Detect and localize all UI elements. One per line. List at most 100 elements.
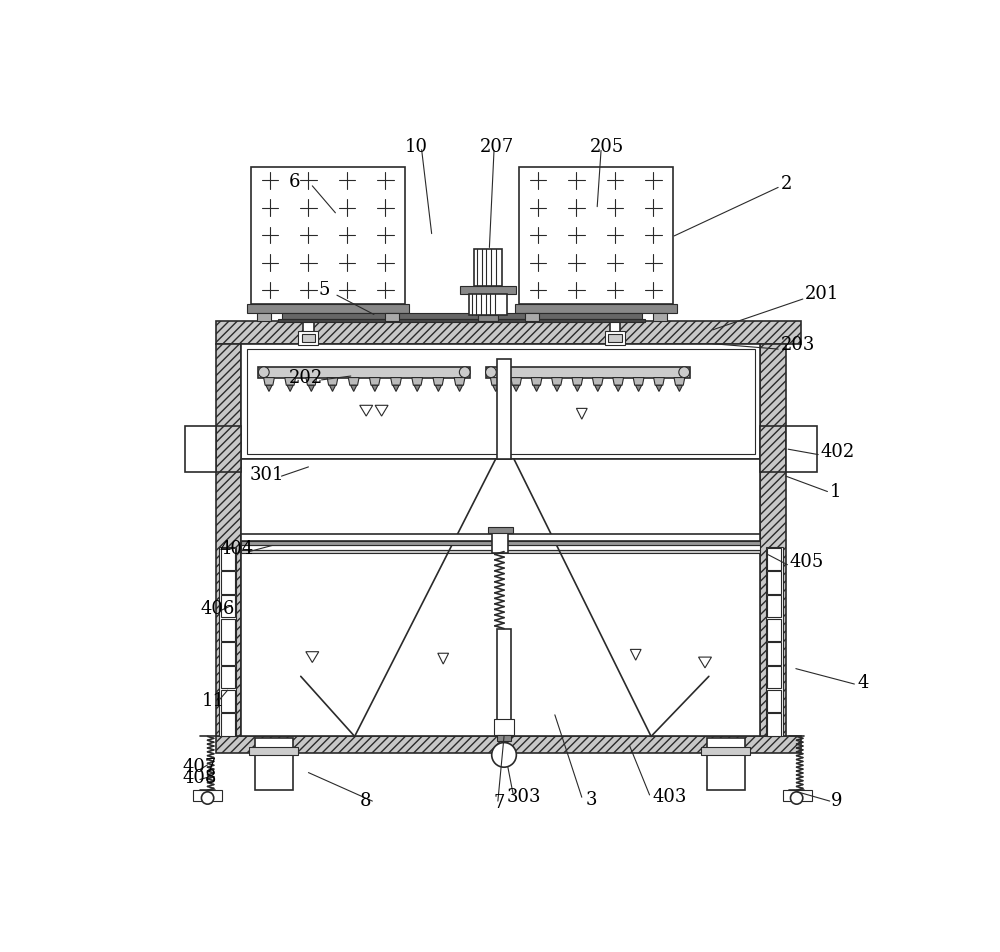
Text: 205: 205 [590,138,624,155]
Bar [478,315,498,322]
Bar [221,595,235,617]
Polygon shape [613,378,624,386]
Circle shape [258,367,269,378]
Bar [241,550,760,553]
Bar [766,547,783,737]
Bar [282,313,642,319]
Bar [278,319,645,322]
Text: 4: 4 [857,673,869,691]
Polygon shape [308,386,314,391]
Polygon shape [435,386,441,391]
Polygon shape [285,378,296,386]
Circle shape [486,367,496,378]
Bar [221,619,235,641]
Bar [767,547,781,570]
Circle shape [201,792,214,804]
Bar [605,331,625,346]
Polygon shape [369,378,380,386]
Bar [488,527,512,533]
Bar [251,167,405,304]
Polygon shape [287,386,293,391]
Bar [255,738,293,790]
Bar [505,541,760,545]
Bar [767,666,781,688]
Bar [460,286,516,293]
Polygon shape [414,386,420,391]
Polygon shape [327,378,338,386]
Polygon shape [595,386,601,391]
Bar [216,344,241,737]
Bar [221,666,235,688]
Bar [767,595,781,617]
Polygon shape [266,386,272,391]
Bar [767,619,781,641]
Polygon shape [391,378,401,386]
Text: 7: 7 [493,794,505,812]
Polygon shape [633,378,644,386]
Bar [216,426,241,472]
Text: 207: 207 [480,138,514,155]
Text: 11: 11 [201,692,224,710]
Text: 406: 406 [201,600,235,618]
Polygon shape [456,386,463,391]
Bar [474,249,502,286]
Polygon shape [329,386,336,391]
Polygon shape [654,378,664,386]
Text: 407: 407 [183,758,217,776]
Bar [515,304,677,313]
Bar [258,367,470,378]
Bar [497,735,511,741]
Text: 6: 6 [289,173,301,191]
Bar [707,738,745,790]
Polygon shape [656,386,662,391]
Bar [760,426,786,472]
Text: 1: 1 [830,483,841,501]
Bar [193,790,222,801]
Bar [494,720,514,735]
Text: 301: 301 [249,466,284,484]
Polygon shape [674,378,685,386]
Polygon shape [513,386,519,391]
Text: 2: 2 [780,174,792,192]
Text: 303: 303 [507,788,542,806]
Text: 201: 201 [805,286,839,304]
Bar [701,747,750,755]
Bar [767,643,781,664]
Text: 408: 408 [183,769,217,787]
Text: 203: 203 [780,336,815,354]
Bar [486,367,690,378]
Bar [216,321,801,344]
Polygon shape [676,386,682,391]
Bar [505,534,760,541]
Bar [519,167,673,304]
Circle shape [790,792,803,804]
Polygon shape [552,378,562,386]
Bar [221,571,235,593]
Polygon shape [412,378,423,386]
Polygon shape [454,378,465,386]
Bar [241,534,494,541]
Text: 404: 404 [220,541,254,558]
Bar [303,304,314,344]
Bar [469,293,507,315]
Bar [653,313,666,321]
Bar [767,690,781,712]
Bar [497,359,511,459]
Bar [185,426,216,472]
Bar [767,713,781,736]
Text: 202: 202 [289,368,323,387]
Bar [492,530,508,553]
Circle shape [679,367,690,378]
Circle shape [492,743,516,767]
Bar [497,628,511,721]
Bar [219,547,236,737]
Polygon shape [306,378,317,386]
Polygon shape [264,378,274,386]
Bar [525,313,539,321]
Bar [385,313,399,321]
Polygon shape [533,386,540,391]
Bar [241,459,760,737]
Polygon shape [490,378,501,386]
Bar [221,643,235,664]
Polygon shape [511,378,522,386]
